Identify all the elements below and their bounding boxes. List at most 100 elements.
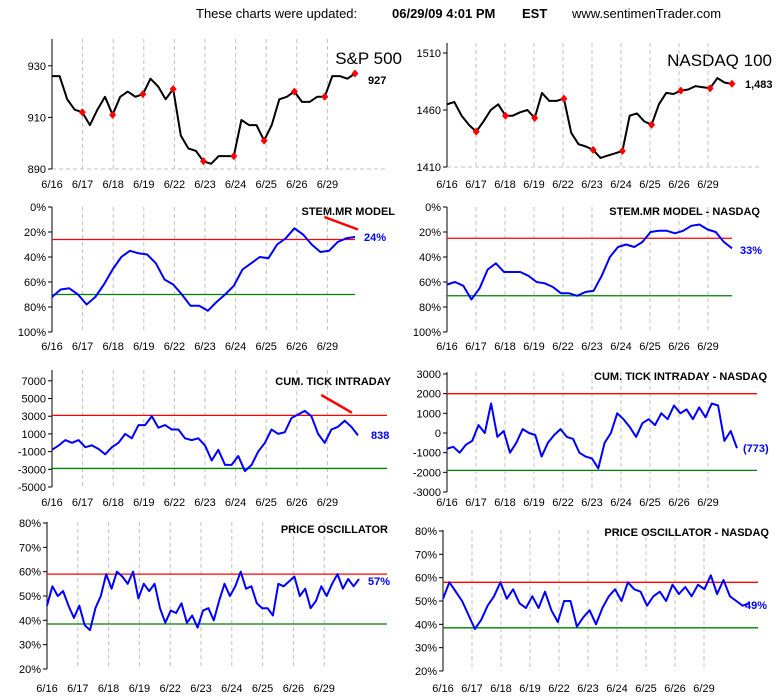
chart-title: STEM.MR MODEL - NASDAQ <box>609 206 760 218</box>
x-tick-label: 6/17 <box>461 683 482 695</box>
x-tick-label: 6/18 <box>102 497 123 509</box>
y-tick-label: 1000 <box>417 408 441 420</box>
x-tick-label: 6/23 <box>194 179 215 191</box>
x-tick-label: 6/25 <box>639 341 660 353</box>
x-tick-label: 6/16 <box>41 341 62 353</box>
last-value-label: 1,483 <box>745 79 773 91</box>
y-tick-label: 60% <box>415 573 437 585</box>
y-tick-label: 40% <box>24 252 46 264</box>
chart-title: NASDAQ 100 <box>667 51 772 70</box>
y-tick-label: 910 <box>28 112 46 124</box>
series-line <box>46 570 360 632</box>
y-tick-label: -2000 <box>413 467 441 479</box>
y-tick-label: 100% <box>18 327 46 339</box>
chart-title: S&P 500 <box>335 49 402 68</box>
y-tick-label: 100% <box>413 327 441 339</box>
last-value-label: 24% <box>364 232 386 244</box>
x-tick-label: 6/26 <box>668 497 689 509</box>
x-tick-label: 6/25 <box>639 179 660 191</box>
data-marker <box>501 111 509 120</box>
y-tick-label: 60% <box>24 277 46 289</box>
x-tick-label: 6/16 <box>436 179 457 191</box>
y-tick-label: -1000 <box>413 448 441 460</box>
x-tick-label: 6/26 <box>668 341 689 353</box>
x-tick-label: 6/29 <box>313 683 334 695</box>
y-tick-label: 20% <box>24 227 46 239</box>
y-tick-label: 1000 <box>22 429 46 441</box>
y-tick-label: 40% <box>19 615 41 627</box>
x-tick-label: 6/17 <box>465 179 486 191</box>
site-link[interactable]: www.sentimenTrader.com <box>572 6 722 21</box>
x-tick-label: 6/22 <box>159 683 180 695</box>
y-tick-label: 0% <box>425 202 441 214</box>
data-marker <box>351 69 359 78</box>
chart-5: -5000 -3000 -1000 1000 3000 5000 7000 6/16 6/17 6… <box>18 370 392 509</box>
y-tick-label: 30% <box>19 640 41 652</box>
x-tick-label: 6/17 <box>465 497 486 509</box>
y-tick-label: 50% <box>19 591 41 603</box>
x-tick-label: 6/26 <box>286 179 307 191</box>
data-marker <box>169 85 177 94</box>
x-tick-label: 6/29 <box>697 341 718 353</box>
data-marker <box>139 90 147 99</box>
y-tick-label: -3000 <box>413 487 441 499</box>
chart-title: STEM.MR MODEL <box>302 206 396 218</box>
data-marker <box>706 84 714 93</box>
y-tick-label: 70% <box>415 549 437 561</box>
x-tick-label: 6/22 <box>164 341 185 353</box>
y-tick-label: 3000 <box>22 411 46 423</box>
x-tick-label: 6/19 <box>129 683 150 695</box>
x-tick-label: 6/29 <box>697 497 718 509</box>
y-tick-label: 20% <box>419 227 441 239</box>
series-line <box>446 223 733 301</box>
y-tick-label: 80% <box>24 302 46 314</box>
y-tick-label: 7000 <box>22 376 46 388</box>
data-marker <box>230 152 238 161</box>
data-marker <box>472 127 480 136</box>
x-tick-label: 6/29 <box>693 683 714 695</box>
x-tick-label: 6/18 <box>494 341 515 353</box>
x-tick-label: 6/24 <box>225 179 246 191</box>
x-tick-label: 6/19 <box>133 497 154 509</box>
x-tick-label: 6/24 <box>610 179 631 191</box>
chart-title: CUM. TICK INTRADAY - NASDAQ <box>594 371 767 383</box>
y-tick-label: -3000 <box>18 464 46 476</box>
chart-4: 0% 20% 40% 60% 80% 100% 6/16 6/17 6/18 6/19 6/22 6/… <box>413 202 762 353</box>
chart-1: 890 910 930 6/16 6/17 6/18 6/19 6/22 6/23 6/24 6/2… <box>28 39 402 191</box>
data-marker <box>200 157 207 166</box>
x-tick-label: 6/26 <box>286 341 307 353</box>
series-line <box>442 574 750 630</box>
x-tick-label: 6/26 <box>664 683 685 695</box>
x-tick-label: 6/16 <box>432 683 453 695</box>
y-tick-label: -5000 <box>18 482 46 494</box>
x-tick-label: 6/19 <box>523 341 544 353</box>
x-tick-label: 6/17 <box>72 341 93 353</box>
y-tick-label: 80% <box>415 526 437 538</box>
chart-title: PRICE OSCILLATOR - NASDAQ <box>604 527 769 539</box>
last-value-label: (773) <box>743 443 769 455</box>
y-tick-label: 70% <box>19 542 41 554</box>
x-tick-label: 6/17 <box>72 179 93 191</box>
last-value-label: 57% <box>368 576 390 588</box>
last-value-label: 33% <box>740 245 762 257</box>
x-tick-label: 6/25 <box>252 683 273 695</box>
y-tick-label: 50% <box>415 596 437 608</box>
x-tick-label: 6/19 <box>133 341 154 353</box>
x-tick-label: 6/26 <box>283 683 304 695</box>
data-marker <box>560 94 568 103</box>
x-tick-label: 6/16 <box>436 341 457 353</box>
data-marker <box>78 108 86 117</box>
x-tick-label: 6/22 <box>164 179 185 191</box>
series-line <box>51 227 356 312</box>
y-tick-label: 1460 <box>417 105 441 117</box>
x-tick-label: 6/17 <box>72 497 93 509</box>
data-marker <box>648 120 656 129</box>
x-tick-label: 6/18 <box>494 497 515 509</box>
x-tick-label: 6/25 <box>255 341 276 353</box>
y-tick-label: 5000 <box>22 394 46 406</box>
x-tick-label: 6/29 <box>317 497 338 509</box>
x-tick-label: 6/17 <box>465 341 486 353</box>
last-value-label: 927 <box>368 75 386 87</box>
y-tick-label: 80% <box>419 302 441 314</box>
